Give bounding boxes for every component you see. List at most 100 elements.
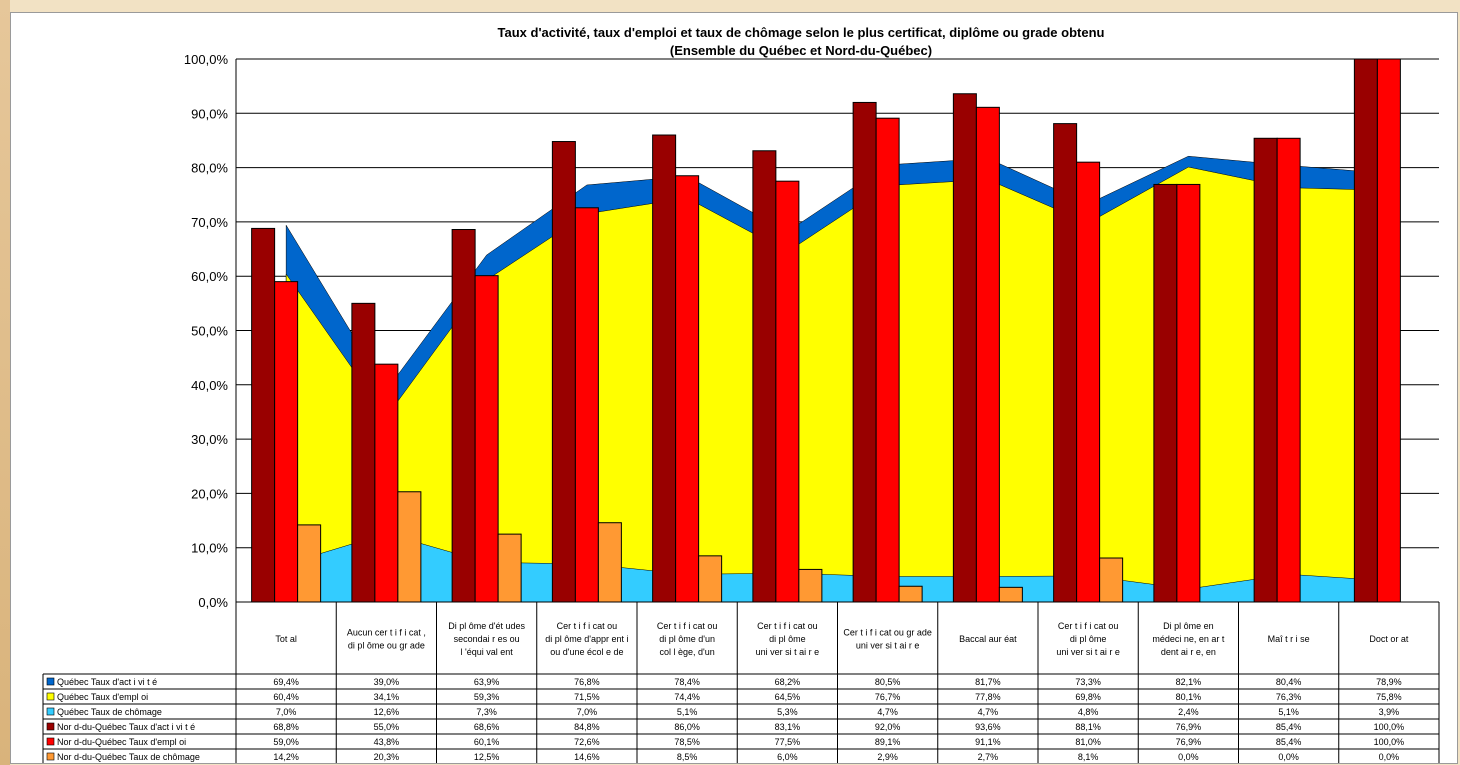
table-cell: 80,4% [1276, 677, 1302, 687]
category-label: Tot al [275, 634, 297, 644]
bar [975, 106, 1000, 603]
bar [497, 533, 522, 603]
y-tick-label: 80,0% [191, 161, 228, 176]
bar [1076, 161, 1101, 603]
bar [998, 586, 1023, 603]
category-label: Cer t i f i cat ou [557, 621, 618, 631]
category-label: uni ver si t ai r e [856, 641, 920, 651]
y-tick-label: 20,0% [191, 486, 228, 501]
table-cell: 68,8% [273, 722, 299, 732]
table-cell: 100,0% [1374, 737, 1405, 747]
table-cell: 77,8% [975, 692, 1001, 702]
table-cell: 68,6% [474, 722, 500, 732]
legend-key [46, 752, 55, 761]
legend-key [46, 692, 55, 701]
table-cell: 4,7% [978, 707, 999, 717]
bar [1099, 557, 1124, 603]
category-label: Cer t i f i cat ou [1058, 621, 1119, 631]
table-cell: 12,6% [374, 707, 400, 717]
bar [775, 180, 800, 603]
table-cell: 68,2% [775, 677, 801, 687]
table-cell: 3,9% [1379, 707, 1400, 717]
legend-label: Québec Taux d'act i vi t é [57, 677, 157, 687]
bar [898, 585, 923, 603]
legend-key [46, 737, 55, 746]
table-cell: 78,9% [1376, 677, 1402, 687]
table-cell: 85,4% [1276, 737, 1302, 747]
bar [1276, 137, 1301, 603]
chart-title: Taux d'activité, taux d'emploi et taux d… [498, 25, 1105, 40]
y-tick-label: 90,0% [191, 106, 228, 121]
chart: Taux d'activité, taux d'emploi et taux d… [42, 25, 1440, 763]
background-strip [0, 0, 10, 765]
category-label: di pl ôme d'appr ent i [545, 634, 628, 644]
table-cell: 0,0% [1178, 752, 1199, 762]
table-cell: 76,9% [1176, 722, 1202, 732]
table-cell: 89,1% [875, 737, 901, 747]
legend-key [46, 722, 55, 731]
y-tick-label: 40,0% [191, 378, 228, 393]
table-cell: 76,9% [1176, 737, 1202, 747]
table-cell: 8,5% [677, 752, 698, 762]
category-label: uni ver si t ai r e [1056, 647, 1120, 657]
bar [397, 491, 422, 603]
bar [474, 275, 499, 603]
category-label: di pl ôme ou gr ade [348, 641, 425, 651]
category-label: Cer t i f i cat ou [657, 621, 718, 631]
table-cell: 81,7% [975, 677, 1001, 687]
legend-key [46, 677, 55, 686]
bar [1053, 123, 1078, 603]
table-cell: 64,5% [775, 692, 801, 702]
table-cell: 80,1% [1176, 692, 1202, 702]
legend-key [46, 707, 55, 716]
table-cell: 43,8% [374, 737, 400, 747]
table-cell: 69,4% [273, 677, 299, 687]
table-cell: 60,4% [273, 692, 299, 702]
bar [351, 302, 376, 603]
category-label: médeci ne, en ar t [1152, 634, 1225, 644]
table-cell: 76,8% [574, 677, 600, 687]
legend-label: Nor d-du-Québec Taux d'empl oi [57, 737, 186, 747]
category-label: Aucun cer t i f i cat , [347, 628, 426, 638]
category-label: di pl ôme [769, 634, 806, 644]
table-cell: 80,5% [875, 677, 901, 687]
table-cell: 72,6% [574, 737, 600, 747]
category-label: di pl ôme [1070, 634, 1107, 644]
category-label: Doct or at [1369, 634, 1409, 644]
bar [798, 568, 823, 603]
table-cell: 78,4% [674, 677, 700, 687]
table-cell: 6,0% [777, 752, 798, 762]
legend-label: Nor d-du-Québec Taux d'act i vi t é [57, 722, 195, 732]
table-cell: 83,1% [775, 722, 801, 732]
table-cell: 55,0% [374, 722, 400, 732]
table-cell: 59,0% [273, 737, 299, 747]
y-tick-label: 60,0% [191, 269, 228, 284]
bar [1353, 58, 1378, 603]
area-qu-bec-taux-d-empl-oi [285, 166, 1390, 603]
bar [852, 101, 877, 603]
table-cell: 69,8% [1075, 692, 1101, 702]
table-cell: 5,1% [677, 707, 698, 717]
table-cell: 34,1% [374, 692, 400, 702]
category-label: Cer t i f i cat ou gr ade [843, 628, 932, 638]
table-cell: 2,7% [978, 752, 999, 762]
bar [374, 363, 399, 603]
table-cell: 2,9% [877, 752, 898, 762]
table-cell: 14,2% [273, 752, 299, 762]
bar [551, 141, 576, 603]
bar [297, 524, 322, 603]
table-cell: 2,4% [1178, 707, 1199, 717]
table-cell: 93,6% [975, 722, 1001, 732]
category-label: Maî t r i se [1268, 634, 1310, 644]
table-cell: 76,7% [875, 692, 901, 702]
table-cell: 20,3% [374, 752, 400, 762]
table-cell: 74,4% [674, 692, 700, 702]
table-cell: 59,3% [474, 692, 500, 702]
table-cell: 75,8% [1376, 692, 1402, 702]
table-cell: 71,5% [574, 692, 600, 702]
bar [1153, 183, 1178, 603]
bar [451, 229, 476, 603]
bar [698, 555, 723, 603]
category-label: l 'équi val ent [460, 647, 513, 657]
table-cell: 86,0% [674, 722, 700, 732]
